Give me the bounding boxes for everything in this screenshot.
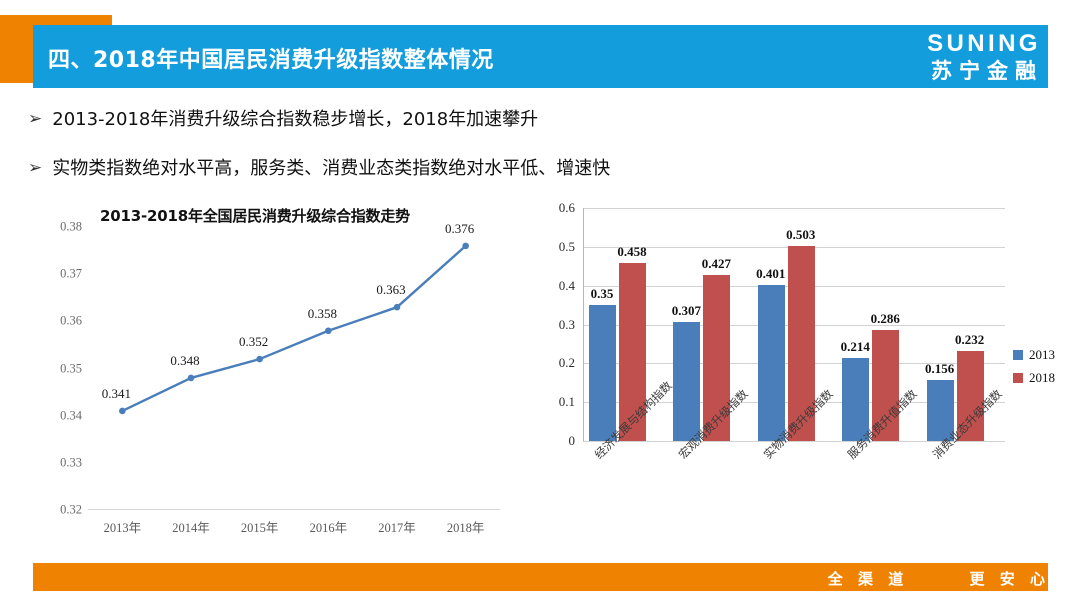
bar-chart-y-axis-line: [583, 208, 584, 441]
bar-2013: [842, 357, 870, 441]
bar-2013: [926, 380, 954, 441]
bar-chart-y-tick: 0.6: [558, 200, 575, 215]
bar-group: [583, 208, 667, 441]
brand-name-en: SUNING: [927, 30, 1041, 57]
footer-bar: [33, 563, 1048, 591]
bullet-arrow-icon: ➢: [28, 109, 43, 129]
line-chart-x-tick: 2014年: [172, 521, 210, 535]
line-chart-data-label: 0.348: [170, 352, 200, 368]
bar-2018: [703, 275, 731, 441]
bar-chart-data-label: 0.427: [701, 256, 732, 272]
bar-chart-y-tick: 0.1: [558, 394, 575, 410]
bar-2018: [956, 350, 984, 441]
bar-chart-y-tick: 0.3: [558, 316, 575, 332]
bar-chart-legend: 2013 2018: [1013, 347, 1055, 393]
bullet-item: ➢ 2013-2018年消费升级综合指数稳步增长，2018年加速攀升: [28, 108, 538, 132]
footer-slogan: 全 渠 道 更 安 心: [827, 570, 1050, 588]
bar-chart-y-tick: 0.5: [558, 238, 575, 254]
legend-label: 2018: [1029, 370, 1055, 385]
line-chart-x-tick: 2017年: [378, 521, 416, 535]
bar-chart-y-tick: 0: [568, 433, 576, 448]
bar-chart-data-label: 0.503: [786, 226, 816, 242]
line-chart-x-tick: 2016年: [309, 521, 348, 535]
legend-label: 2013: [1029, 347, 1055, 362]
line-chart-title: 2013-2018年全国居民消费升级综合指数走势: [100, 207, 410, 225]
bar-2018: [619, 263, 646, 441]
bullet-text: 2013-2018年消费升级综合指数稳步增长，2018年加速攀升: [52, 109, 539, 130]
bullet-text: 实物类指数绝对水平高，服务类、消费业态类指数绝对水平低、增速快: [52, 158, 611, 179]
line-chart-data-label: 0.358: [307, 305, 337, 321]
legend-item-2013[interactable]: 2013: [1013, 347, 1055, 363]
bar-2018: [872, 329, 900, 441]
bar-group: [921, 208, 1005, 441]
bar-chart: 0.6 0.5 0.4 0.3 0.2 0.1 0 0.35 0.458 0.307 0.427 0…: [525, 195, 1080, 555]
bar-group: [752, 208, 836, 441]
bar-chart-data-label: 0.35: [590, 286, 614, 302]
line-chart: 2013-2018年全国居民消费升级综合指数走势 0.38 0.37 0.36 0.3…: [20, 205, 520, 545]
bar-group: [836, 208, 920, 441]
bar-chart-gridline: [583, 208, 1005, 209]
legend-swatch-icon: [1013, 350, 1023, 360]
bar-2018: [787, 245, 815, 441]
bullet-arrow-icon: ➢: [28, 158, 43, 178]
bar-chart-y-tick: 0.2: [558, 355, 575, 371]
line-chart-y-tick: 0.34: [60, 408, 82, 423]
line-chart-x-tick: 2015年: [240, 521, 279, 535]
line-chart-y-tick: 0.38: [60, 219, 82, 234]
line-chart-y-tick: 0.35: [60, 361, 82, 375]
line-chart-data-label: 0.376: [445, 220, 475, 236]
line-chart-y-tick: 0.36: [60, 313, 82, 328]
bar-2013: [589, 305, 616, 441]
bar-chart-gridline: [583, 441, 1005, 442]
brand-name-cn: 苏宁金融: [931, 59, 1043, 84]
bar-chart-plot-area: 0.35 0.458 0.307 0.427 0.401 0.503 0.214 0.286 0…: [583, 208, 1005, 442]
bar-chart-data-label: 0.307: [671, 302, 702, 318]
bar-chart-data-label: 0.286: [870, 310, 900, 326]
line-chart-y-tick: 0.37: [60, 266, 82, 281]
bar-chart-data-label: 0.156: [924, 361, 955, 377]
line-chart-x-tick: 2013年: [103, 521, 142, 535]
bar-chart-data-label: 0.458: [617, 244, 647, 260]
line-chart-data-label: 0.341: [101, 385, 131, 401]
line-chart-y-tick: 0.33: [60, 455, 82, 470]
line-chart-x-tick: 2018年: [446, 521, 485, 535]
header-title-bar: [33, 25, 1048, 88]
bar-chart-y-axis: 0.6 0.5 0.4 0.3 0.2 0.1 0: [525, 195, 581, 555]
bar-chart-data-label: 0.401: [756, 266, 786, 282]
line-chart-y-tick: 0.32: [60, 502, 82, 517]
bar-chart-data-label: 0.232: [954, 331, 985, 347]
line-chart-y-axis: 0.38 0.37 0.36 0.35 0.34 0.33 0.32: [20, 205, 82, 545]
line-chart-data-label: 0.363: [376, 282, 406, 298]
bar-group: [667, 208, 751, 441]
line-chart-plot-area: [88, 227, 500, 510]
legend-item-2018[interactable]: 2018: [1013, 370, 1055, 386]
line-chart-data-label: 0.352: [239, 334, 269, 350]
bullet-item: ➢ 实物类指数绝对水平高，服务类、消费业态类指数绝对水平低、增速快: [28, 157, 610, 181]
bar-chart-data-label: 0.214: [840, 338, 870, 354]
bar-chart-y-tick: 0.4: [558, 277, 575, 293]
suning-logo: SUNING 苏宁金融: [904, 30, 1064, 84]
legend-swatch-icon: [1013, 373, 1023, 383]
bar-2013: [673, 321, 701, 441]
bar-2013: [757, 285, 785, 441]
page-title: 四、2018年中国居民消费升级指数整体情况: [48, 48, 494, 73]
line-chart-svg: [88, 242, 500, 510]
